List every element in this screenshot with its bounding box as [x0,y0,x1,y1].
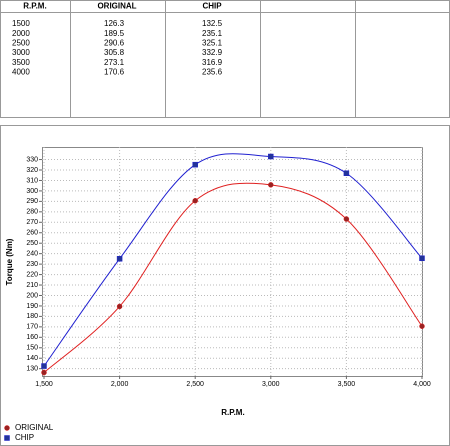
marker [192,197,198,204]
marker [116,303,123,310]
table-header: ORIGINAL [97,2,136,11]
y-tick-label: 160 [26,334,38,341]
table-cell: 3500 [12,58,30,67]
x-tick-label: 3,000 [262,381,280,388]
marker [41,363,47,369]
plot-area [42,147,423,377]
table-cell: 3000 [12,48,30,57]
y-tick-label: 300 [26,188,38,195]
legend-label: ORIGINAL [15,423,54,432]
y-axis-title: Torque (Nm) [5,238,14,285]
table-cell: 235.6 [202,68,223,77]
y-tick-label: 270 [26,219,38,226]
y-tick-label: 220 [26,271,38,278]
table-cell: 4000 [12,68,30,77]
marker [419,255,425,262]
marker [41,369,47,376]
y-tick-label: 180 [26,313,38,320]
marker [419,323,425,329]
marker [116,256,123,262]
y-tick-label: 240 [26,251,38,258]
marker [192,161,198,168]
y-tick-label: 250 [26,240,38,247]
table-header: CHIP [202,2,222,11]
series-line [43,153,423,367]
marker [268,153,274,160]
x-axis-title: R.P.M. [221,408,244,417]
table-cell: 126.3 [104,19,125,28]
marker [343,170,350,176]
legend-marker [4,435,10,441]
y-tick-label: 130 [26,366,38,373]
table-cell: 316.9 [202,58,223,67]
y-tick-label: 320 [26,167,38,174]
y-tick-label: 260 [26,230,38,237]
y-tick-label: 200 [26,292,38,299]
x-tick-label: 1,500 [35,381,53,388]
y-tick-label: 190 [26,303,38,310]
y-tick-label: 290 [26,198,38,205]
table-header: R.P.M. [23,2,46,11]
table-cell: 1500 [12,19,30,28]
x-tick-label: 3,500 [338,381,356,388]
table-cell: 290.6 [104,39,125,48]
table-cell: 273.1 [104,58,125,67]
y-tick-label: 280 [26,209,38,216]
y-tick-label: 140 [26,355,38,362]
series-line [43,182,423,373]
table-frame [0,0,450,118]
marker [268,182,274,188]
y-tick-label: 170 [26,324,38,331]
table-cell: 325.1 [202,39,223,48]
table-cell: 235.1 [202,29,223,38]
table-cell: 2000 [12,29,30,38]
table-cell: 132.5 [202,19,223,28]
table-cell: 189.5 [104,29,125,38]
y-tick-label: 210 [26,282,38,289]
legend-marker [4,425,10,431]
table-cell: 2500 [12,39,30,48]
table-cell: 332.9 [202,48,223,57]
marker [343,216,350,222]
y-tick-label: 330 [26,156,38,163]
x-tick-label: 2,000 [111,381,129,388]
table-cell: 170.6 [104,68,125,77]
y-tick-label: 230 [26,261,38,268]
x-tick-label: 4,000 [413,381,431,388]
table-cell: 305.8 [104,48,125,57]
y-tick-label: 150 [26,345,38,352]
x-tick-label: 2,500 [186,381,204,388]
legend-label: CHIP [15,433,34,442]
y-tick-label: 310 [26,177,38,184]
